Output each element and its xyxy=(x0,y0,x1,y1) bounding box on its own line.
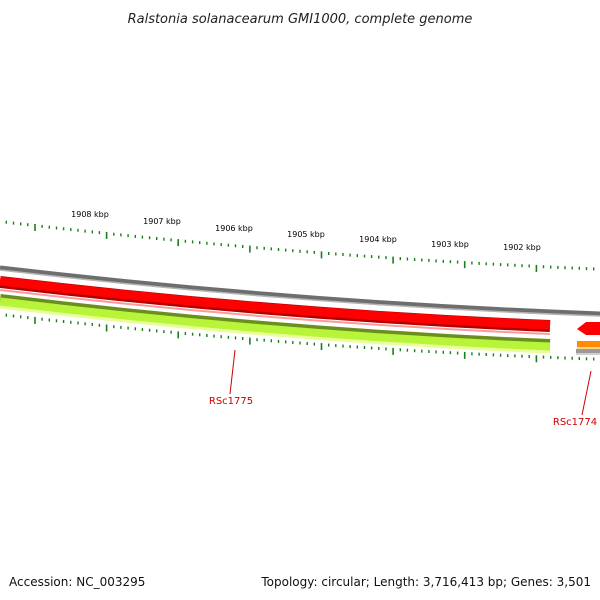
genome-summary-text: Topology: circular; Length: 3,716,413 bp… xyxy=(260,575,591,589)
gene-label-text: RSc1775 xyxy=(209,396,253,407)
kbp-label: 1905 kbp xyxy=(287,230,325,239)
kbp-label: 1902 kbp xyxy=(503,243,541,252)
accession-text: Accession: NC_003295 xyxy=(9,575,145,589)
kbp-label: 1903 kbp xyxy=(431,240,469,249)
genome-title: Ralstonia solanacearum GMI1000, complete… xyxy=(128,12,473,27)
kbp-label: 1906 kbp xyxy=(215,224,253,233)
gene-feature-reverse[interactable] xyxy=(0,294,551,354)
gene-label-rsc1774[interactable]: RSc1774 xyxy=(553,370,597,428)
orange-feature[interactable] xyxy=(577,341,600,349)
gene-label-text: RSc1774 xyxy=(553,417,597,428)
inner-tick-ring xyxy=(5,313,595,363)
backbone-track xyxy=(0,265,600,317)
gene-label-rsc1775[interactable]: RSc1775 xyxy=(209,349,253,407)
kbp-labels: 1908 kbp 1907 kbp 1906 kbp 1905 kbp 1904… xyxy=(71,210,541,252)
grey-feature[interactable] xyxy=(576,349,600,355)
gene-feature-forward[interactable] xyxy=(0,276,551,335)
kbp-label: 1908 kbp xyxy=(71,210,109,219)
kbp-label: 1907 kbp xyxy=(143,217,181,226)
outer-tick-ring xyxy=(5,220,595,272)
gene-feature-right[interactable] xyxy=(577,322,600,335)
kbp-label: 1904 kbp xyxy=(359,235,397,244)
